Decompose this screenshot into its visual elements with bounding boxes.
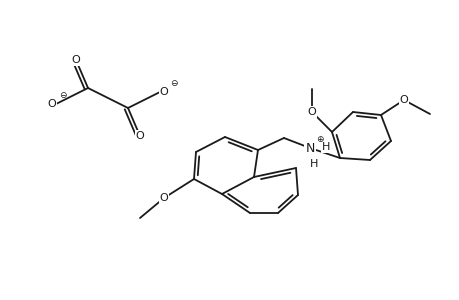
Text: O: O: [135, 131, 144, 141]
Text: N: N: [305, 142, 314, 154]
Text: O: O: [399, 95, 408, 105]
Text: O: O: [48, 99, 56, 109]
Text: ⊖: ⊖: [59, 92, 67, 100]
Text: H: H: [321, 142, 330, 152]
Text: H: H: [309, 159, 318, 169]
Text: O: O: [72, 55, 80, 65]
Text: O: O: [159, 87, 168, 97]
Text: O: O: [307, 107, 316, 117]
Text: ⊖: ⊖: [170, 80, 177, 88]
Text: ⊕: ⊕: [316, 134, 323, 143]
Text: O: O: [159, 193, 168, 203]
